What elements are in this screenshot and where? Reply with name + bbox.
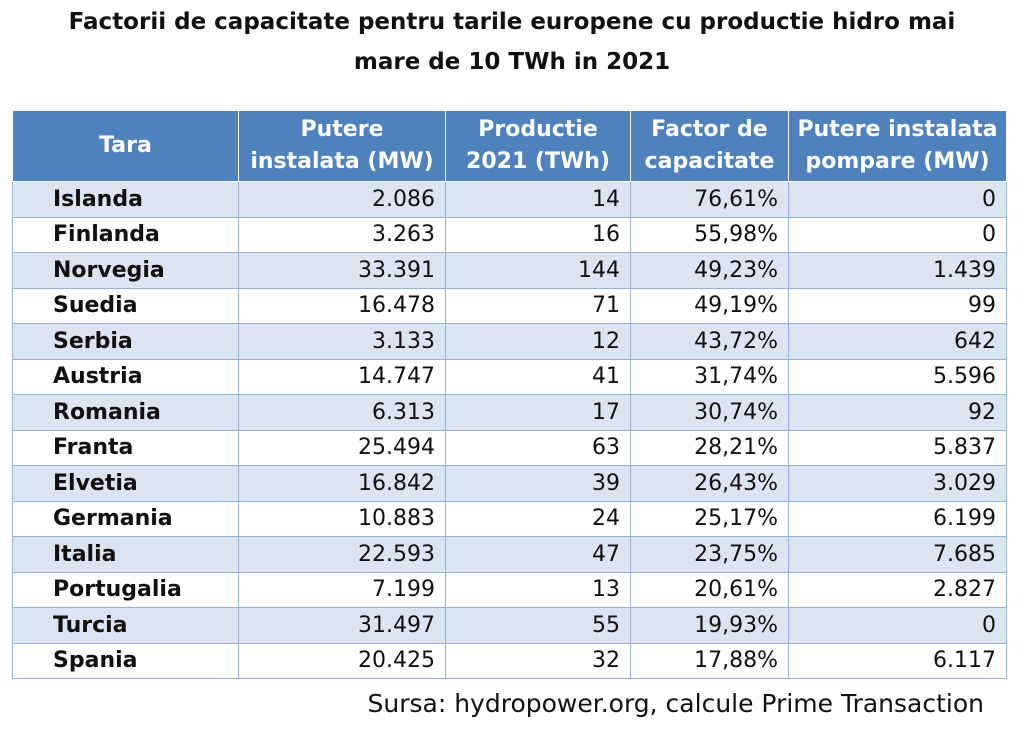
header-country: Tara [12, 110, 239, 182]
table-row: Spania 20.425 32 17,88% 6.117 [12, 642, 1007, 679]
production-cell: 144 [445, 252, 631, 289]
installed-power-cell: 16.842 [238, 465, 446, 502]
production-cell: 55 [445, 607, 631, 644]
country-cell: Islanda [12, 181, 239, 218]
capacity-factor-cell: 76,61% [630, 181, 789, 218]
country-cell: Suedia [12, 287, 239, 324]
pumped-storage-cell: 5.596 [788, 358, 1007, 395]
installed-power-cell: 20.425 [238, 642, 446, 679]
capacity-factor-cell: 26,43% [630, 465, 789, 502]
production-cell: 63 [445, 429, 631, 466]
table-header: Tara Putere instalata (MW) Productie 202… [12, 110, 1007, 182]
installed-power-cell: 22.593 [238, 536, 446, 573]
installed-power-cell: 16.478 [238, 287, 446, 324]
capacity-factor-cell: 20,61% [630, 571, 789, 608]
pumped-storage-cell: 92 [788, 394, 1007, 431]
capacity-factor-cell: 17,88% [630, 642, 789, 679]
table-row: Elvetia 16.842 39 26,43% 3.029 [12, 465, 1007, 502]
pumped-storage-cell: 0 [788, 181, 1007, 218]
pumped-storage-cell: 7.685 [788, 536, 1007, 573]
table-row: Islanda 2.086 14 76,61% 0 [12, 181, 1007, 218]
production-cell: 32 [445, 642, 631, 679]
installed-power-cell: 31.497 [238, 607, 446, 644]
production-cell: 13 [445, 571, 631, 608]
pumped-storage-cell: 0 [788, 607, 1007, 644]
production-cell: 39 [445, 465, 631, 502]
production-cell: 71 [445, 287, 631, 324]
capacity-factor-cell: 55,98% [630, 216, 789, 253]
pumped-storage-cell: 2.827 [788, 571, 1007, 608]
installed-power-cell: 6.313 [238, 394, 446, 431]
installed-power-cell: 2.086 [238, 181, 446, 218]
capacity-factor-cell: 19,93% [630, 607, 789, 644]
capacity-factor-cell: 49,19% [630, 287, 789, 324]
country-cell: Norvegia [12, 252, 239, 289]
country-cell: Spania [12, 642, 239, 679]
capacity-factor-cell: 49,23% [630, 252, 789, 289]
production-cell: 24 [445, 500, 631, 537]
table-row: Turcia 31.497 55 19,93% 0 [12, 607, 1007, 644]
table-row: Romania 6.313 17 30,74% 92 [12, 394, 1007, 431]
capacity-factor-cell: 30,74% [630, 394, 789, 431]
table-row: Franta 25.494 63 28,21% 5.837 [12, 429, 1007, 466]
production-cell: 12 [445, 323, 631, 360]
country-cell: Portugalia [12, 571, 239, 608]
table-row: Germania 10.883 24 25,17% 6.199 [12, 500, 1007, 537]
capacity-factor-cell: 43,72% [630, 323, 789, 360]
installed-power-cell: 14.747 [238, 358, 446, 395]
production-cell: 16 [445, 216, 631, 253]
pumped-storage-cell: 5.837 [788, 429, 1007, 466]
pumped-storage-cell: 6.199 [788, 500, 1007, 537]
production-cell: 17 [445, 394, 631, 431]
source-note: Sursa: hydropower.org, calcule Prime Tra… [367, 689, 985, 718]
table-row: Finlanda 3.263 16 55,98% 0 [12, 216, 1007, 253]
installed-power-cell: 33.391 [238, 252, 446, 289]
table-row: Suedia 16.478 71 49,19% 99 [12, 287, 1007, 324]
production-cell: 14 [445, 181, 631, 218]
country-cell: Serbia [12, 323, 239, 360]
country-cell: Franta [12, 429, 239, 466]
table-row: Serbia 3.133 12 43,72% 642 [12, 323, 1007, 360]
table-row: Italia 22.593 47 23,75% 7.685 [12, 536, 1007, 573]
capacity-factor-cell: 25,17% [630, 500, 789, 537]
country-cell: Italia [12, 536, 239, 573]
pumped-storage-cell: 3.029 [788, 465, 1007, 502]
installed-power-cell: 7.199 [238, 571, 446, 608]
table-row: Austria 14.747 41 31,74% 5.596 [12, 358, 1007, 395]
page-title: Factorii de capacitate pentru tarile eur… [0, 0, 1024, 92]
installed-power-cell: 3.133 [238, 323, 446, 360]
country-cell: Germania [12, 500, 239, 537]
header-capacity-factor: Factor de capacitate [630, 110, 789, 182]
pumped-storage-cell: 6.117 [788, 642, 1007, 679]
capacity-factor-cell: 28,21% [630, 429, 789, 466]
header-installed-power: Putere instalata (MW) [238, 110, 446, 182]
title-line-2: mare de 10 TWh in 2021 [353, 49, 671, 75]
country-cell: Finlanda [12, 216, 239, 253]
country-cell: Elvetia [12, 465, 239, 502]
pumped-storage-cell: 0 [788, 216, 1007, 253]
installed-power-cell: 10.883 [238, 500, 446, 537]
production-cell: 47 [445, 536, 631, 573]
country-cell: Romania [12, 394, 239, 431]
installed-power-cell: 25.494 [238, 429, 446, 466]
capacity-factor-table: Tara Putere instalata (MW) Productie 202… [12, 110, 1007, 679]
table-row: Norvegia 33.391 144 49,23% 1.439 [12, 252, 1007, 289]
production-cell: 41 [445, 358, 631, 395]
pumped-storage-cell: 642 [788, 323, 1007, 360]
header-row: Tara Putere instalata (MW) Productie 202… [12, 110, 1007, 182]
title-line-1: Factorii de capacitate pentru tarile eur… [68, 9, 956, 35]
capacity-factor-cell: 23,75% [630, 536, 789, 573]
country-cell: Turcia [12, 607, 239, 644]
capacity-factor-cell: 31,74% [630, 358, 789, 395]
country-cell: Austria [12, 358, 239, 395]
pumped-storage-cell: 1.439 [788, 252, 1007, 289]
pumped-storage-cell: 99 [788, 287, 1007, 324]
table-row: Portugalia 7.199 13 20,61% 2.827 [12, 571, 1007, 608]
table-body: Islanda 2.086 14 76,61% 0 Finlanda 3.263 16 55,9… [12, 181, 1007, 679]
installed-power-cell: 3.263 [238, 216, 446, 253]
header-production-2021: Productie 2021 (TWh) [445, 110, 631, 182]
header-pumped-storage: Putere instalata pompare (MW) [788, 110, 1007, 182]
